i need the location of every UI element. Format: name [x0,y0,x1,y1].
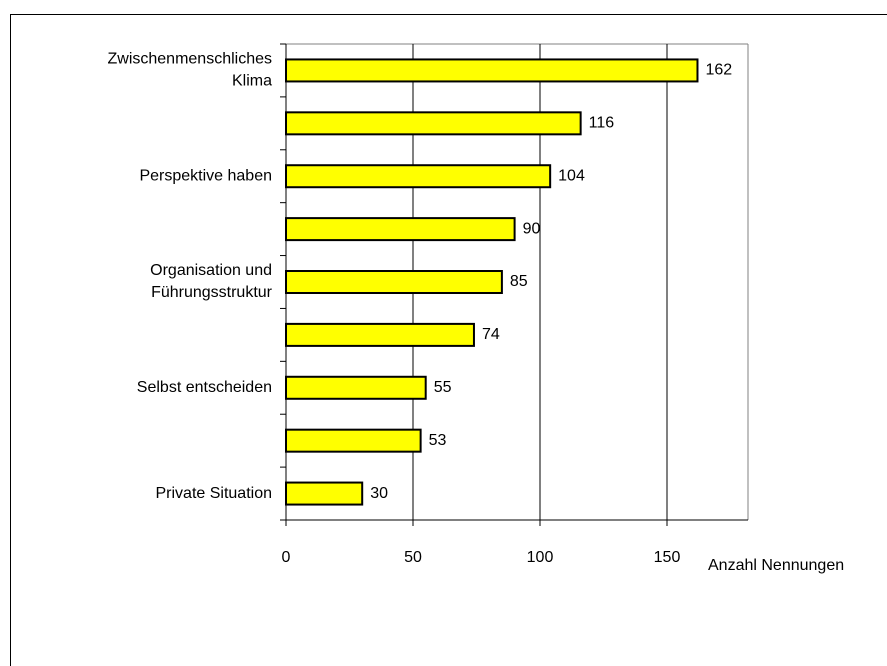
y-tick-label: Private Situation [155,485,272,502]
y-tick-label: Zwischenmenschliches Klima [107,51,272,90]
bar [285,375,427,400]
data-label: 55 [434,379,452,396]
y-tick-label: Selbst entscheiden [137,379,272,396]
bar [285,58,699,83]
data-label: 104 [558,167,585,184]
bar [285,217,516,242]
data-label: 53 [429,432,447,449]
data-label: 30 [370,485,388,502]
x-tick-label: 100 [527,549,554,566]
bar [285,270,503,294]
data-label: 74 [482,326,500,343]
bar [285,164,552,189]
bar [285,322,475,347]
x-tick-label: 50 [404,549,422,566]
y-tick-label: Organisation und Führungsstruktur [150,262,273,301]
bar [285,481,364,506]
x-tick-label: 0 [282,549,291,566]
x-tick-label: 150 [654,549,681,566]
bar [285,428,422,453]
x-axis-label: Anzahl Nennungen [708,557,844,574]
data-label: 90 [523,220,541,237]
bar [285,111,582,136]
y-tick-label: Perspektive haben [139,167,272,184]
data-label: 85 [510,273,528,290]
data-label: 116 [589,115,615,132]
data-label: 162 [705,62,732,79]
